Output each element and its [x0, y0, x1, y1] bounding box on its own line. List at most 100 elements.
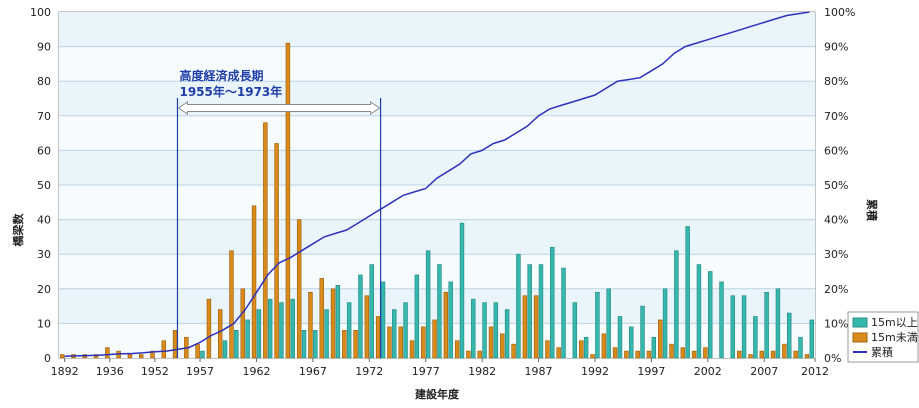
y2-tick-label: 80% [824, 75, 848, 88]
bar-under15 [612, 347, 618, 359]
y2-tick-label: 70% [824, 110, 848, 123]
bar-over15 [617, 316, 623, 359]
bar-under15 [443, 291, 449, 359]
bar-over15 [550, 246, 555, 359]
bar-under15 [703, 347, 708, 359]
bar-over15 [538, 264, 544, 359]
x-tick-label: 1972 [355, 365, 383, 378]
bar-under15 [545, 340, 550, 359]
y2-tick-label: 50% [824, 179, 848, 192]
bar-under15 [624, 350, 629, 359]
bar-under15 [556, 347, 561, 359]
legend: 15m以上 15m未満 累積 [847, 311, 919, 363]
bar-under15 [387, 326, 392, 359]
y-tick-label: 90 [37, 41, 51, 54]
bar-under15 [804, 354, 810, 359]
bar-under15 [454, 340, 460, 359]
bar-under15 [646, 350, 652, 359]
bar-over15 [437, 264, 442, 359]
bar-under15 [737, 350, 742, 359]
bar-over15 [200, 350, 205, 359]
bar-under15 [691, 350, 697, 359]
bar-under15 [658, 319, 663, 359]
bar-under15 [398, 326, 403, 359]
x-tick-label: 2007 [750, 365, 778, 378]
bar-over15 [313, 330, 318, 359]
grid-band [59, 254, 815, 289]
y2-tick-label: 20% [824, 283, 848, 296]
bar-under15 [195, 343, 200, 359]
bar-under15 [138, 354, 144, 359]
bar-under15 [319, 278, 324, 359]
bar-under15 [217, 309, 223, 359]
bar-under15 [127, 354, 133, 359]
bar-under15 [770, 350, 776, 359]
bar-under15 [161, 340, 166, 359]
x-tick-label: 1936 [96, 365, 124, 378]
bar-under15 [601, 333, 607, 359]
y-tick-label: 0 [44, 352, 51, 365]
bar-over15 [369, 264, 374, 359]
y-tick-label: 40 [37, 214, 51, 227]
bar-over15 [629, 326, 634, 359]
y-tick-label: 10 [37, 317, 51, 330]
grid-band [59, 323, 815, 358]
bar-over15 [222, 340, 228, 359]
bar-under15 [229, 250, 234, 359]
bar-over15 [606, 288, 611, 359]
bar-under15 [511, 343, 516, 359]
bar-under15 [409, 340, 415, 359]
x-tick-label: 1977 [412, 365, 440, 378]
legend-label-over15: 15m以上 [871, 316, 918, 329]
bar-over15 [324, 309, 329, 359]
bar-under15 [500, 333, 505, 359]
bar-under15 [477, 350, 482, 359]
grid-band [59, 46, 815, 82]
bar-over15 [561, 267, 566, 359]
y-tick-label: 100 [30, 6, 51, 19]
bar-over15 [245, 319, 250, 359]
bar-over15 [448, 281, 453, 359]
y-tick-label: 30 [37, 248, 51, 261]
bar-under15 [274, 143, 279, 359]
bar-under15 [375, 316, 381, 359]
bar-over15 [595, 291, 600, 359]
bar-under15 [342, 330, 347, 359]
bar-over15 [685, 226, 690, 359]
bar-over15 [471, 298, 476, 359]
bar-under15 [172, 330, 178, 359]
y-axis-title: 橋梁数 [11, 213, 25, 247]
x-tick-label: 1952 [141, 365, 169, 378]
bars [60, 42, 814, 359]
bar-over15 [493, 302, 499, 359]
bar-over15 [674, 250, 679, 359]
bar-under15 [759, 350, 765, 359]
bar-under15 [669, 343, 674, 359]
x-axis-ticks: 1892 1936 1952 1957 1962 1967 1972 1977 1982 1987… [51, 358, 829, 378]
bar-under15 [105, 347, 110, 359]
bar-over15 [256, 309, 262, 359]
y2-tick-label: 10% [824, 317, 848, 330]
x-tick-label: 1892 [51, 365, 79, 378]
bar-under15 [60, 354, 65, 359]
bar-over15 [651, 336, 657, 359]
y2-tick-label: 40% [824, 214, 848, 227]
bar-under15 [748, 354, 753, 359]
bar-under15 [432, 319, 437, 359]
bar-over15 [775, 288, 781, 359]
grid-band [59, 115, 815, 151]
bar-under15 [330, 288, 336, 359]
bar-over15 [809, 319, 814, 359]
bar-under15 [488, 326, 494, 359]
y2-tick-label: 60% [824, 144, 848, 157]
bar-over15 [380, 281, 386, 359]
annotation-title: 高度経済成長期 [179, 68, 263, 83]
bar-over15 [719, 281, 724, 359]
x-axis-title: 建設年度 [415, 387, 460, 401]
grid-band [59, 288, 815, 324]
bar-under15 [579, 340, 584, 359]
bar-under15 [263, 122, 268, 359]
y-tick-label: 20 [37, 283, 51, 296]
x-tick-label: 1992 [581, 365, 609, 378]
grid-band [59, 12, 815, 47]
